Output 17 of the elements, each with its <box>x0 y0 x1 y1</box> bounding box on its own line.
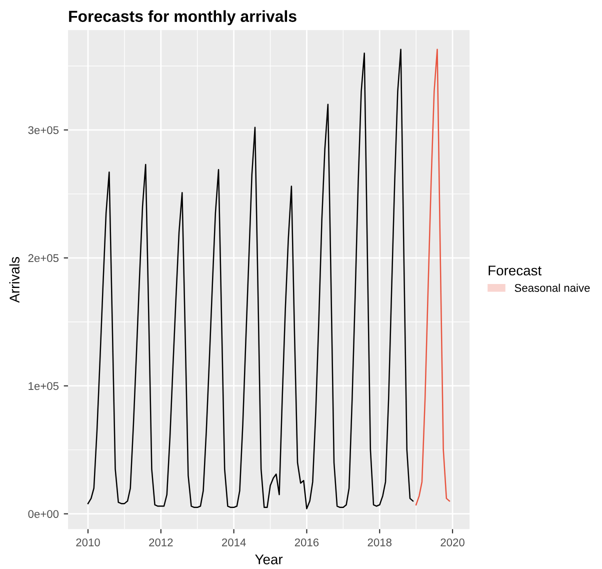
y-axis-title: Arrivals <box>9 257 20 303</box>
x-tick-label: 2016 <box>294 538 319 546</box>
line-series <box>415 48 450 506</box>
legend-title: Forecast <box>488 266 542 276</box>
x-tick-label: 2020 <box>440 538 464 546</box>
y-tick-label: 0e+00 <box>28 510 59 518</box>
y-tick-label: 3e+05 <box>28 126 59 134</box>
x-tick-label: 2014 <box>222 538 246 546</box>
y-tick-label: 2e+05 <box>28 254 59 262</box>
legend-label: Seasonal naive <box>514 284 590 292</box>
x-tick-label: 2012 <box>149 538 173 546</box>
x-tick-label: 2018 <box>368 538 392 546</box>
x-axis-title: Year <box>255 554 283 564</box>
line-series <box>87 48 414 510</box>
x-tick-label: 2010 <box>76 538 100 546</box>
chart-title: Forecasts for monthly arrivals <box>69 10 296 26</box>
y-tick-label: 1e+05 <box>28 382 59 390</box>
